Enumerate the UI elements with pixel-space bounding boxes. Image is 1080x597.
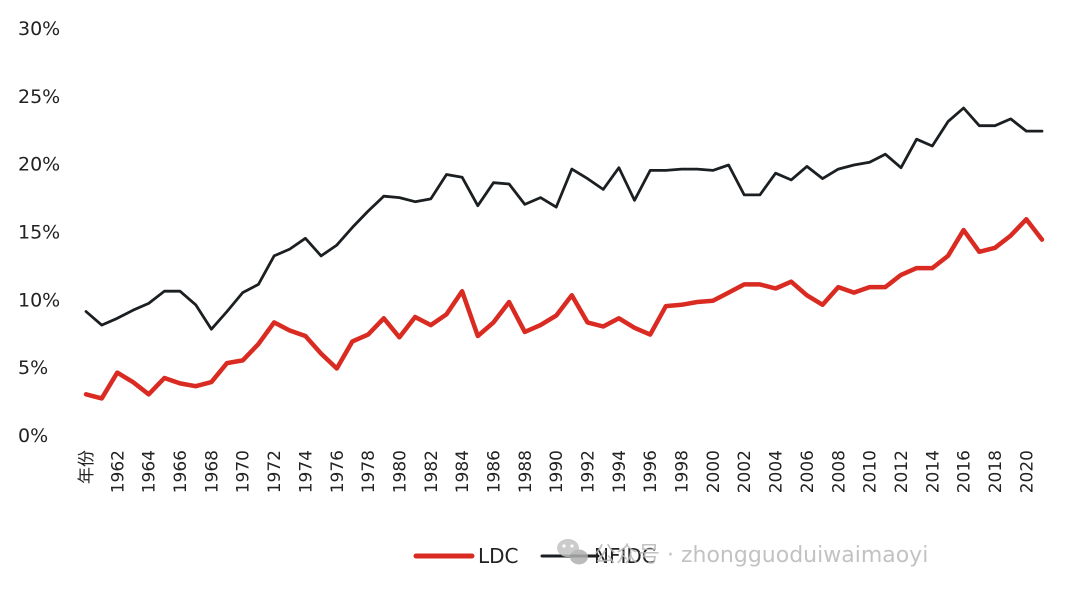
x-tick-label: 1994 [610,450,630,493]
watermark: 公众号 · zhongguoduiwaimaoyi [557,539,928,568]
x-tick-label: 1962 [108,450,128,493]
x-tick-label: 1998 [673,450,693,493]
x-tick-label: 1972 [265,450,285,493]
x-tick-label: 2020 [1017,450,1037,493]
x-tick-label: 1968 [202,450,222,493]
y-tick-label: 20% [18,154,60,176]
y-tick-label: 10% [18,289,60,311]
y-tick-label: 0% [18,425,48,447]
x-tick-label: 2016 [955,450,975,493]
watermark-text: 公众号 · zhongguoduiwaimaoyi [594,543,928,568]
x-tick-label: 2002 [735,450,755,493]
series-line-nfidc [84,106,1044,331]
x-tick-label: 2010 [861,450,881,493]
legend-label-ldc: LDC [478,544,519,568]
x-tick-label: 年份 [77,450,97,484]
x-tick-label: 1978 [359,450,379,493]
series-lines [83,106,1045,401]
x-tick-label: 1976 [328,450,348,493]
x-tick-label: 2008 [829,450,849,493]
x-tick-label: 2012 [892,450,912,493]
x-tick-label: 1966 [171,450,191,493]
x-tick-label: 1986 [484,450,504,493]
y-tick-label: 25% [18,86,60,108]
y-axis: 0% 5% 10% 15% 20% 25% 30% [18,18,60,447]
x-tick-label: 2006 [798,450,818,493]
x-tick-label: 1990 [547,450,567,493]
x-tick-label: 1974 [296,450,316,493]
x-tick-label: 1970 [234,450,254,493]
x-tick-label: 1964 [140,450,160,493]
x-axis: 年份 1962 1964 1966 1968 1970 1972 1974 1976 1978 19… [77,450,1037,493]
y-tick-label: 15% [18,222,60,244]
x-tick-label: 2000 [704,450,724,493]
legend-label-nfidc: NFIDC [594,544,656,568]
x-tick-label: 2018 [986,450,1006,493]
x-tick-label: 1996 [641,450,661,493]
x-tick-label: 1988 [516,450,536,493]
series-line-ldc [83,217,1045,401]
x-tick-label: 1980 [390,450,410,493]
x-tick-label: 1984 [453,450,473,493]
y-tick-label: 30% [18,18,60,40]
x-tick-label: 1992 [579,450,599,493]
x-tick-label: 2014 [923,450,943,493]
x-tick-label: 1982 [422,450,442,493]
y-tick-label: 5% [18,357,48,379]
wechat-icon [557,539,588,565]
x-tick-label: 2004 [767,450,787,493]
